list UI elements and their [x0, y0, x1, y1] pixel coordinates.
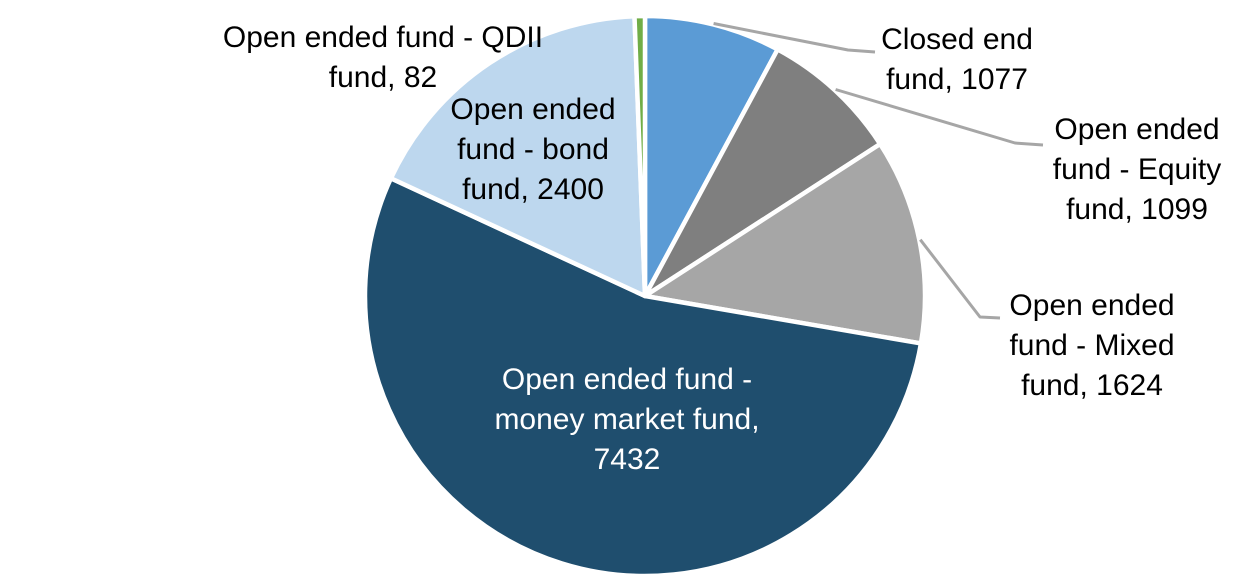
label-open-ended-fund-mixed: Open ended fund - Mixed fund, 1624: [1009, 289, 1175, 402]
leader-line-open-ended-fund-equity-fund: [835, 88, 1044, 147]
label-open-ended-fund-equity: Open ended fund - Equity fund, 1099: [1052, 113, 1222, 226]
label-closed-end-fund: Closed end fund, 1077: [881, 23, 1033, 96]
pie-slice-open-ended-fund-equity-fund: [642, 47, 883, 299]
leader-lines: [713, 22, 1044, 320]
pie-slice-closed-end-fund: [642, 13, 780, 299]
label-open-ended-fund-bond: Open ended fund - bond fund, 2400: [450, 93, 616, 206]
pie-slice-open-ended-fund-mixed-fund: [642, 141, 928, 346]
pie-slice-open-ended-fund-money-market-fund: [362, 176, 924, 579]
leader-line-open-ended-fund-mixed-fund: [919, 238, 1001, 320]
pie-slice-open-ended-fund-qdii-fund: [632, 13, 648, 299]
leader-line-closed-end-fund: [713, 22, 876, 54]
label-open-ended-fund-money-market: Open ended fund - money market fund, 743…: [494, 363, 760, 476]
pie-slice-open-ended-fund-bond-fund: [388, 13, 648, 299]
pie-slices: [362, 13, 928, 579]
label-open-ended-fund-qdii: Open ended fund - QDII fund, 82: [222, 21, 544, 94]
